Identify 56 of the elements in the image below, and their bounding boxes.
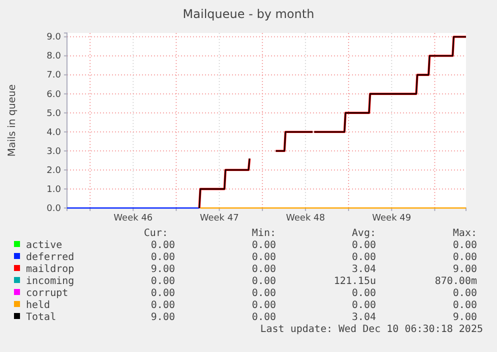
text: 0.00 <box>150 288 175 299</box>
x-tick-label: Week 46 <box>114 213 153 224</box>
text: 0.00 <box>452 252 477 263</box>
legend-label: maildrop <box>26 264 74 275</box>
text: 0.00 <box>452 240 477 251</box>
y-tick-label: 6.0 <box>46 90 62 100</box>
y-tick-label: 2.0 <box>46 166 62 176</box>
legend-label: Total <box>26 312 56 323</box>
chart-title: Mailqueue - by month <box>182 7 314 21</box>
text: 121.15u <box>334 276 376 287</box>
text: 9.00 <box>452 312 477 323</box>
text: 3.04 <box>352 312 376 323</box>
text: 0.00 <box>252 252 276 263</box>
text: Last update: Wed Dec 10 06:30:18 2025 <box>260 324 483 335</box>
text: Cur: <box>144 228 168 239</box>
text: 9.00 <box>150 312 175 323</box>
text: 0.00 <box>352 288 376 299</box>
text: Avg: <box>352 228 376 239</box>
text: 0.00 <box>252 288 276 299</box>
legend-label: active <box>26 240 62 251</box>
text: 0.00 <box>150 276 175 287</box>
text: 0.00 <box>352 252 376 263</box>
text: 870.00m <box>434 276 477 287</box>
y-tick-label: 8.0 <box>46 52 62 62</box>
text: 0.00 <box>252 264 276 275</box>
text: 0.00 <box>150 240 175 251</box>
y-axis-title: Mails in queue <box>7 84 18 157</box>
legend-label: deferred <box>26 252 74 263</box>
y-tick-label: 1.0 <box>46 184 62 195</box>
text: 3.04 <box>352 264 376 275</box>
text: 0.00 <box>452 300 477 311</box>
text: 9.00 <box>452 264 477 275</box>
text: 0.00 <box>150 252 175 263</box>
text: 0.00 <box>452 288 477 299</box>
x-tick-label: Week 48 <box>286 213 326 224</box>
text: 9.00 <box>150 264 175 275</box>
legend-label: held <box>26 300 50 311</box>
legend-label: corrupt <box>26 288 68 299</box>
y-tick-label: 3.0 <box>46 146 62 157</box>
text: Max: <box>452 228 477 239</box>
y-tick-label: 9.0 <box>46 32 62 43</box>
text: 0.00 <box>252 240 276 251</box>
y-tick-label: 7.0 <box>46 70 62 81</box>
text: Min: <box>252 228 276 239</box>
y-tick-label: 5.0 <box>46 108 62 119</box>
y-tick-label: 0.0 <box>46 204 62 214</box>
text: 0.00 <box>150 300 175 311</box>
x-tick-label: Week 49 <box>372 213 412 224</box>
text: 0.00 <box>252 300 276 311</box>
text: 0.00 <box>352 300 376 311</box>
text: 0.00 <box>352 240 376 251</box>
x-tick-label: Week 47 <box>200 213 239 224</box>
y-tick-label: 4.0 <box>46 128 62 138</box>
text: 0.00 <box>252 276 276 287</box>
legend-label: incoming <box>26 276 74 287</box>
text: 0.00 <box>252 312 276 323</box>
